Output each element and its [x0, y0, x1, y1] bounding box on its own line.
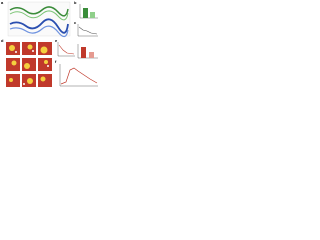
panel-label: f	[55, 59, 57, 64]
bar-panel	[79, 4, 98, 19]
figure: a b c d e f	[1, 0, 98, 87]
line-panel-2	[57, 42, 75, 57]
panel-label: e	[55, 38, 58, 43]
trace-panel	[7, 1, 71, 38]
panel-label: c	[74, 20, 77, 25]
page: {"panels": [{"label": "a"}, {"label": "b…	[0, 0, 100, 91]
line-panel	[77, 24, 98, 37]
panel-label: a	[1, 0, 4, 5]
panel-label: b	[74, 0, 77, 5]
panel-label: d	[1, 38, 4, 43]
bar-panel-2	[59, 44, 98, 87]
heatmap-grid	[6, 42, 52, 87]
